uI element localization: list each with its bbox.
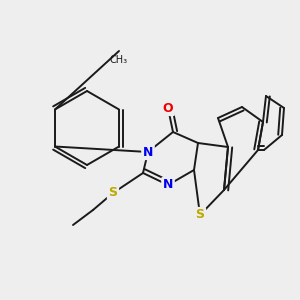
Text: S: S bbox=[196, 208, 205, 221]
Text: N: N bbox=[143, 146, 153, 158]
Text: CH₃: CH₃ bbox=[110, 55, 128, 65]
Text: S: S bbox=[109, 187, 118, 200]
Text: N: N bbox=[163, 178, 173, 191]
Text: O: O bbox=[163, 101, 173, 115]
